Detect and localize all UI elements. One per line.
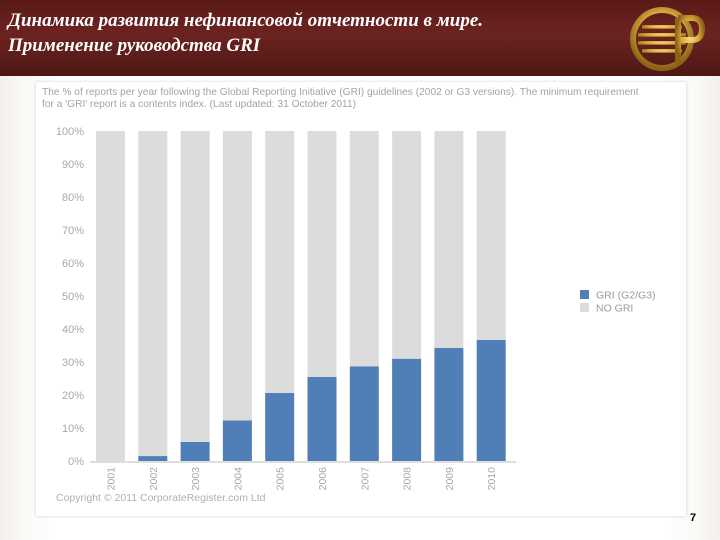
x-axis: 2001 2002 2003 2004 2005 2006 2007 2008 2009 2010 xyxy=(106,467,499,491)
y-tick-label: 70% xyxy=(62,225,84,237)
slide-number: 7 xyxy=(690,512,697,524)
company-logo xyxy=(630,7,706,71)
x-tick-label: 2003 xyxy=(190,467,202,491)
bar-gri-2009 xyxy=(434,347,464,461)
x-tick-label: 2010 xyxy=(486,467,498,491)
bar-gri-2002 xyxy=(138,456,168,461)
y-tick-label: 30% xyxy=(62,357,84,369)
bar-gri-2004 xyxy=(222,420,252,461)
legend-swatch-no-gri xyxy=(580,303,589,312)
chart-description-line-2: for a 'GRI' report is a contents index. … xyxy=(42,99,357,110)
x-tick-label: 2008 xyxy=(402,467,414,491)
slide-title-line-1: Динамика развития нефинансовой отчетност… xyxy=(8,10,484,31)
bar-series xyxy=(96,131,506,461)
bar-gri-2006 xyxy=(307,376,337,461)
chart-description-line-1: The % of reports per year following the … xyxy=(42,87,639,98)
bar-no-gri-2008 xyxy=(392,131,422,359)
y-tick-label: 80% xyxy=(62,192,84,204)
bar-gri-2007 xyxy=(349,366,379,461)
bar-no-gri-2001 xyxy=(96,131,125,461)
bar-no-gri-2010 xyxy=(476,131,506,340)
x-tick-label: 2002 xyxy=(148,467,160,491)
bar-no-gri-2003 xyxy=(180,131,210,442)
chart-description: The % of reports per year following the … xyxy=(42,87,682,111)
x-tick-label: 2001 xyxy=(106,467,118,491)
y-tick-label: 90% xyxy=(62,159,84,171)
chart-legend: GRI (G2/G3)NO GRI xyxy=(580,290,656,315)
x-tick-label: 2004 xyxy=(232,467,244,491)
bar-gri-2010 xyxy=(476,339,506,461)
copyright-note: Copyright © 2011 CorporateRegister.com L… xyxy=(56,492,266,504)
y-tick-label: 20% xyxy=(62,390,84,402)
slide-title: Динамика развития нефинансовой отчетност… xyxy=(8,8,608,58)
x-tick-label: 2009 xyxy=(444,467,456,491)
bar-gri-2005 xyxy=(265,393,295,461)
y-tick-label: 40% xyxy=(62,324,84,336)
y-axis: 0% 10% 20% 30% 40% 50% 60% 70% 80% 90% 100% xyxy=(56,126,84,468)
x-tick-label: 2006 xyxy=(317,467,329,491)
y-tick-label: 100% xyxy=(56,126,84,138)
bar-gri-2003 xyxy=(180,441,210,461)
legend-label-no-gri: NO GRI xyxy=(596,303,633,315)
slide-title-line-2: Применение руководства GRI xyxy=(8,35,261,56)
y-tick-label: 50% xyxy=(62,291,84,303)
bar-no-gri-2004 xyxy=(222,131,252,421)
bar-no-gri-2007 xyxy=(349,131,379,367)
y-tick-label: 10% xyxy=(62,423,84,435)
slide-header: Динамика развития нефинансовой отчетност… xyxy=(0,0,720,76)
bar-no-gri-2002 xyxy=(138,131,168,457)
legend-label-gri: GRI (G2/G3) xyxy=(596,290,656,302)
x-tick-label: 2005 xyxy=(275,467,287,491)
legend-swatch-gri xyxy=(580,290,589,299)
x-tick-label: 2007 xyxy=(359,467,371,491)
y-tick-label: 0% xyxy=(68,456,84,468)
bar-no-gri-2006 xyxy=(307,131,337,377)
bar-gri-2008 xyxy=(392,358,422,461)
y-tick-label: 60% xyxy=(62,258,84,270)
bar-no-gri-2009 xyxy=(434,131,464,348)
bar-no-gri-2005 xyxy=(265,131,295,394)
